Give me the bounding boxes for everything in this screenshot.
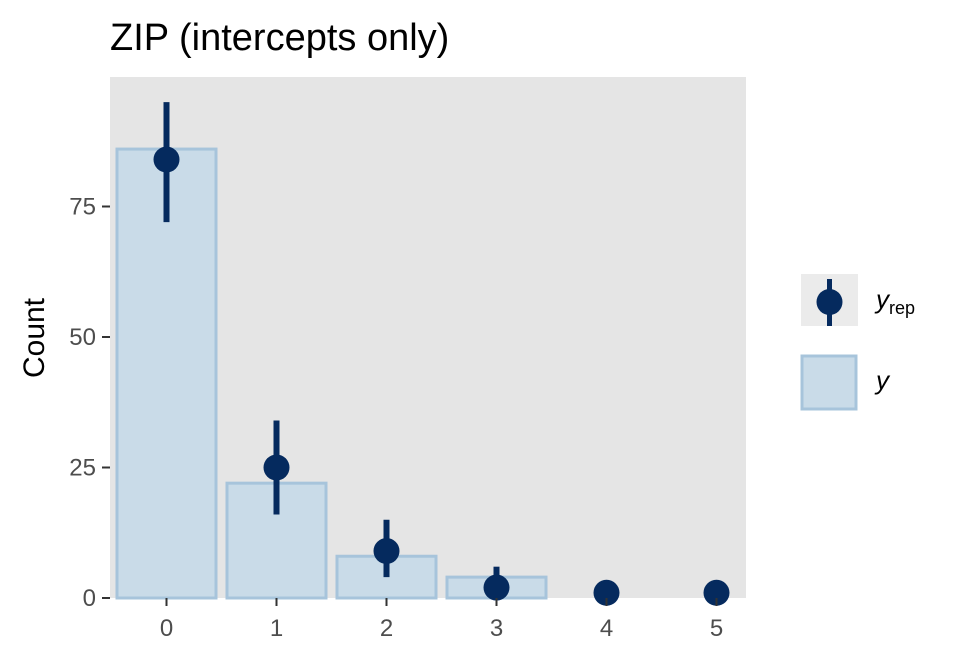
- x-tick-label-0: 0: [160, 615, 173, 642]
- x-tick-label-5: 5: [710, 615, 723, 642]
- x-axis: 0 1 2 3 4 5: [160, 598, 723, 642]
- legend-label-y: y: [874, 365, 891, 395]
- point-layer: [153, 146, 730, 606]
- y-axis-label: Count: [18, 297, 51, 378]
- point-4: [593, 579, 620, 606]
- point-3: [483, 574, 510, 601]
- legend-label-yrep: yrep: [874, 284, 915, 318]
- point-0: [153, 146, 180, 173]
- y-tick-label-50: 50: [69, 324, 96, 351]
- point-1: [263, 454, 290, 481]
- legend-item-y: y: [800, 354, 891, 411]
- legend-item-yrep: yrep: [801, 274, 915, 326]
- y-axis: 0 25 50 75: [69, 194, 110, 612]
- point-2: [373, 538, 400, 565]
- x-tick-label-2: 2: [380, 615, 393, 642]
- bar-0: [115, 147, 218, 600]
- x-tick-label-1: 1: [270, 615, 283, 642]
- point-5: [703, 579, 730, 606]
- y-tick-label-0: 0: [83, 585, 96, 612]
- y-tick-label-25: 25: [69, 455, 96, 482]
- legend-key-y: [800, 354, 858, 411]
- legend-yrep-point: [816, 289, 843, 315]
- y-tick-label-75: 75: [69, 194, 96, 221]
- x-tick-label-3: 3: [490, 615, 503, 642]
- chart-title: ZIP (intercepts only): [110, 17, 449, 59]
- legend: yrep y: [800, 274, 915, 411]
- x-tick-label-4: 4: [600, 615, 613, 642]
